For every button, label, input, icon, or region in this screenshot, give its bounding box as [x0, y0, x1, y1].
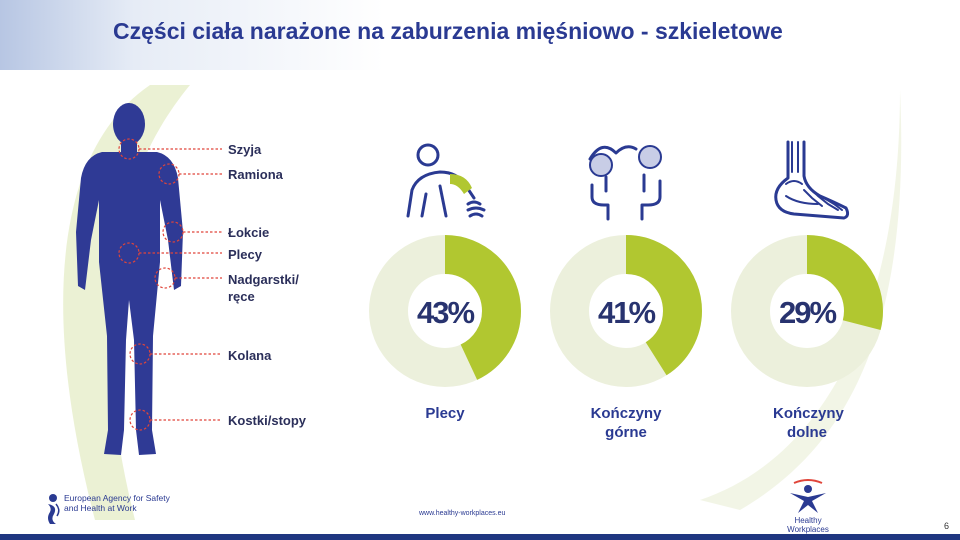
percentage-upper-limbs: 41% [597, 295, 656, 330]
body-part-label-shoulders: Ramiona [228, 167, 283, 182]
donut-value-arc [550, 235, 702, 387]
body-part-label-back: Plecy [228, 247, 262, 262]
campaign-name: Healthy Workplaces [787, 516, 829, 534]
page-number: 6 [944, 521, 950, 531]
healthy-workplaces-logo-icon [790, 479, 826, 513]
slide-title: Części ciała narażone na zaburzenia mięś… [113, 18, 783, 44]
donut-chart-lower-limbs [731, 235, 883, 387]
body-part-label-wrists: Nadgarstki/ ręce [228, 272, 299, 304]
eu-osha-logo-icon [48, 494, 60, 524]
body-part-label-knees: Kolana [228, 348, 272, 363]
category-label-lower-limbs: Kończyny dolne [773, 405, 844, 441]
category-label-back: Plecy [425, 405, 465, 422]
bottom-bar [0, 534, 960, 540]
donut-value-arc [731, 235, 883, 387]
body-part-label-ankles: Kostki/stopy [228, 413, 307, 428]
donut-value-arc [369, 235, 521, 387]
body-figure [76, 103, 222, 455]
category-label-upper-limbs: Kończyny górne [590, 405, 662, 441]
agency-name: European Agency for Safety and Health at… [64, 493, 170, 513]
back-pain-icon [406, 143, 486, 218]
donut-chart-back [369, 235, 521, 387]
donut-chart-upper-limbs [550, 235, 702, 387]
percentage-lower-limbs: 29% [778, 295, 837, 330]
body-part-label-neck: Szyja [228, 142, 262, 157]
percentage-back: 43% [416, 295, 475, 330]
body-part-label-elbows: Łokcie [228, 225, 270, 240]
website-link[interactable]: www.healthy-workplaces.eu [419, 510, 506, 517]
upper-limbs-icon [588, 145, 662, 221]
header-band [0, 0, 960, 70]
foot-skeleton-icon [774, 140, 850, 220]
